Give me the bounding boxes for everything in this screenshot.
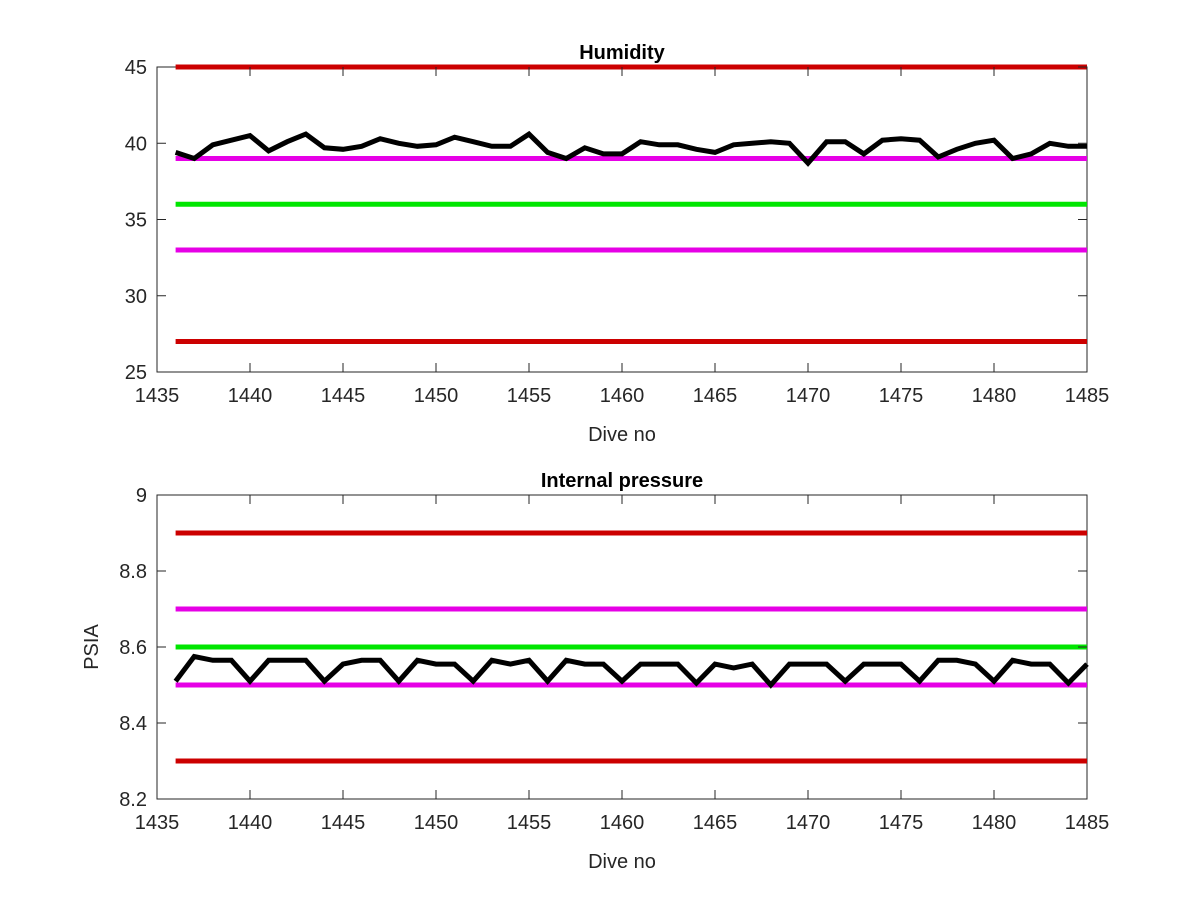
x-tick-label: 1485 — [1065, 812, 1110, 834]
x-axis-label: Dive no — [588, 851, 656, 873]
y-tick-label: 30 — [125, 286, 147, 308]
x-tick-label: 1485 — [1065, 385, 1110, 407]
x-tick-label: 1475 — [879, 385, 924, 407]
axes-box — [156, 66, 1088, 373]
x-tick-label: 1480 — [972, 385, 1017, 407]
x-tick-label: 1435 — [135, 812, 180, 834]
y-tick-label: 9 — [136, 485, 147, 507]
chart-panel-1: 1435 1440 1445 1450 1455 1460 1465 1470 1475 1480… — [125, 42, 1110, 446]
chart-panel-2: 1435 1440 1445 1450 1455 1460 1465 1470 1475 1480… — [81, 470, 1109, 873]
x-tick-label: 1450 — [414, 385, 459, 407]
y-tick-label: 35 — [125, 210, 147, 232]
x-tick-label: 1480 — [972, 812, 1017, 834]
y-tick-label: 40 — [125, 133, 147, 155]
data-series-line — [173, 653, 1089, 689]
x-tick-label: 1445 — [321, 812, 366, 834]
x-tick-label: 1455 — [507, 812, 552, 834]
y-tick-label: 45 — [125, 57, 147, 79]
y-tick-label: 25 — [125, 362, 147, 384]
x-tick-label: 1460 — [600, 385, 645, 407]
x-tick-label: 1460 — [600, 812, 645, 834]
chart-title: Internal pressure — [541, 470, 703, 492]
x-tick-label: 1450 — [414, 812, 459, 834]
x-axis-label: Dive no — [588, 424, 656, 446]
x-tick-label: 1435 — [135, 385, 180, 407]
x-tick-label: 1470 — [786, 812, 831, 834]
x-tick-label: 1465 — [693, 812, 738, 834]
y-tick-label: 8.8 — [119, 561, 147, 583]
data-series-line — [174, 130, 1087, 167]
y-tick-label: 8.6 — [119, 637, 147, 659]
x-tick-label: 1440 — [228, 812, 273, 834]
y-tick-label: 8.2 — [119, 789, 147, 811]
x-tick-label: 1455 — [507, 385, 552, 407]
x-tick-label: 1470 — [786, 385, 831, 407]
x-tick-label: 1445 — [321, 385, 366, 407]
y-tick-label: 8.4 — [119, 713, 147, 735]
chart-title: Humidity — [579, 42, 665, 64]
x-tick-label: 1440 — [228, 385, 273, 407]
x-tick-label: 1475 — [879, 812, 924, 834]
y-axis-label: PSIA — [81, 624, 103, 670]
x-tick-label: 1465 — [693, 385, 738, 407]
